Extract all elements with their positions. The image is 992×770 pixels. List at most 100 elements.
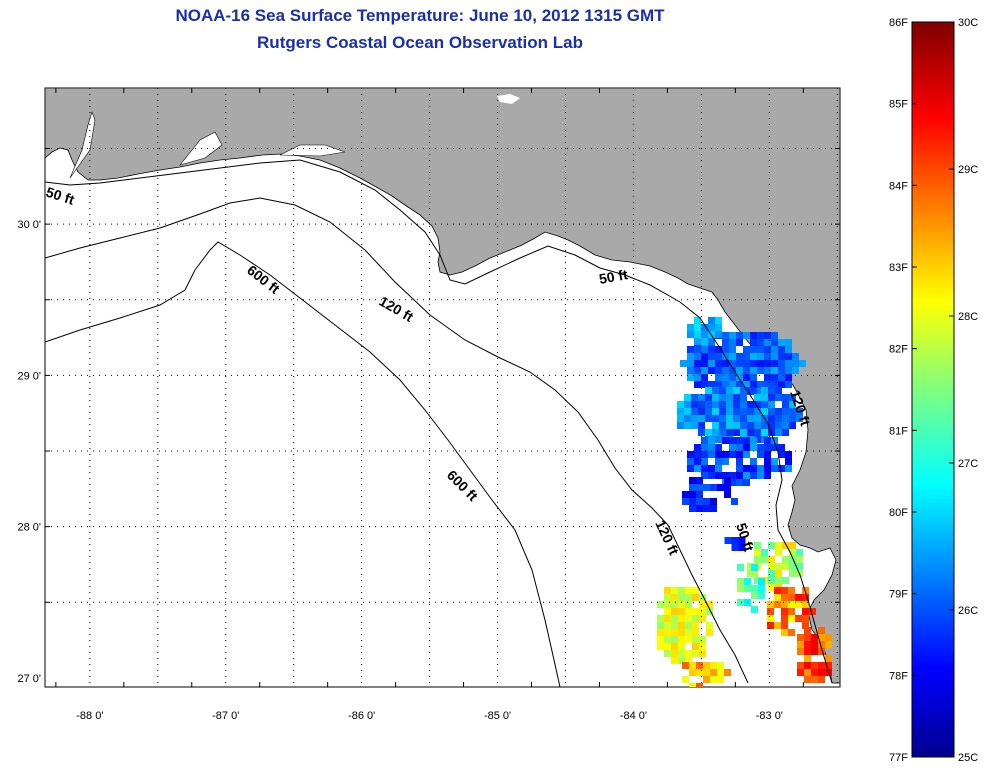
sst-pixel xyxy=(743,451,750,458)
sst-pixel xyxy=(736,332,743,339)
sst-pixel xyxy=(775,563,782,570)
sst-pixel xyxy=(689,498,696,505)
sst-pixel xyxy=(785,465,792,472)
sst-pixel xyxy=(751,571,758,578)
sst-pixel xyxy=(754,542,761,549)
sst-pixel xyxy=(774,601,781,608)
sst-pixel xyxy=(754,556,761,563)
sst-pixel xyxy=(671,650,678,657)
sst-pixel xyxy=(825,662,832,669)
sst-pixel xyxy=(781,594,788,601)
sst-pixel xyxy=(657,622,664,629)
colorbar-f-label: 82F xyxy=(889,344,908,356)
sst-pixel xyxy=(694,458,701,465)
sst-pixel xyxy=(664,643,671,650)
sst-pixel xyxy=(722,332,729,339)
sst-pixel xyxy=(684,408,691,415)
sst-pixel xyxy=(708,317,715,324)
sst-pixel xyxy=(715,353,722,360)
colorbar-c-label: 29C xyxy=(958,164,978,176)
sst-pixel xyxy=(703,498,710,505)
sst-pixel xyxy=(684,394,691,401)
sst-pixel xyxy=(781,587,788,594)
sst-pixel xyxy=(750,437,757,444)
sst-pixel xyxy=(664,587,671,594)
sst-pixel xyxy=(677,415,684,422)
sst-pixel xyxy=(771,374,778,381)
sst-pixel xyxy=(729,360,736,367)
sst-pixel xyxy=(692,629,699,636)
colorbar-c-label: 28C xyxy=(958,311,978,323)
sst-pixel xyxy=(692,608,699,615)
sst-pixel xyxy=(694,374,701,381)
lat-tick-label: 27 0' xyxy=(17,673,41,685)
sst-pixel xyxy=(785,451,792,458)
sst-pixel xyxy=(754,401,761,408)
sst-pixel xyxy=(717,662,724,669)
land-mass xyxy=(45,88,840,684)
sst-pixel xyxy=(691,394,698,401)
sst-pixel xyxy=(767,622,774,629)
sst-pixel xyxy=(715,346,722,353)
sst-pixel xyxy=(764,339,771,346)
sst-pixel xyxy=(767,615,774,622)
sst-pixel xyxy=(789,570,796,577)
sst-pixel xyxy=(804,641,811,648)
sst-pixel xyxy=(729,374,736,381)
sst-pixel xyxy=(747,563,754,570)
sst-pixel xyxy=(692,594,699,601)
sst-pixel xyxy=(687,324,694,331)
colorbar-f-label: 79F xyxy=(889,589,908,601)
sst-pixel xyxy=(802,587,809,594)
sst-pixel xyxy=(678,594,685,601)
sst-pixel xyxy=(743,360,750,367)
sst-pixel xyxy=(671,657,678,664)
sst-pixel xyxy=(768,542,775,549)
sst-pixel xyxy=(677,422,684,429)
sst-pixel xyxy=(736,353,743,360)
sst-pixel xyxy=(785,381,792,388)
sst-pixel xyxy=(782,401,789,408)
sst-pixel xyxy=(743,444,750,451)
sst-pixel xyxy=(694,324,701,331)
sst-pixel xyxy=(678,643,685,650)
sst-pixel xyxy=(724,491,731,498)
sst-pixel xyxy=(722,374,729,381)
sst-pixel xyxy=(705,408,712,415)
sst-pixel xyxy=(722,339,729,346)
sst-pixel xyxy=(731,537,739,544)
sst-pixel xyxy=(708,324,715,331)
sst-pixel xyxy=(685,650,692,657)
sst-pixel xyxy=(701,338,708,345)
sst-pixel xyxy=(696,491,703,498)
sst-pixel xyxy=(701,331,708,338)
sst-pixel xyxy=(796,408,803,415)
sst-pixel xyxy=(691,408,698,415)
lon-tick-label: -86 0' xyxy=(348,710,375,722)
colorbar-f-label: 77F xyxy=(889,752,908,764)
sst-pixel xyxy=(710,676,717,683)
sst-pixel xyxy=(757,465,764,472)
sst-pixel xyxy=(706,601,713,608)
sst-pixel xyxy=(733,387,740,394)
sst-pixel xyxy=(687,465,694,472)
contour-120ft xyxy=(45,197,749,684)
sst-pixel xyxy=(768,570,775,577)
sst-pixel xyxy=(767,601,774,608)
lat-tick-label: 28 0' xyxy=(17,522,41,534)
sst-pixel xyxy=(792,360,799,367)
sst-pixel xyxy=(737,585,744,592)
sst-pixel xyxy=(789,394,796,401)
sst-pixel xyxy=(698,429,705,436)
sst-pixel xyxy=(696,683,703,687)
sst-pixel xyxy=(729,339,736,346)
sst-pixel xyxy=(729,444,736,451)
sst-pixel xyxy=(825,634,832,641)
sst-pixel xyxy=(677,401,684,408)
sst-pixel xyxy=(757,388,764,395)
sst-pixel xyxy=(818,634,825,641)
sst-pixel xyxy=(781,601,788,608)
sst-pixel xyxy=(764,458,771,465)
sst-pixel xyxy=(701,381,708,388)
sst-pixel xyxy=(750,374,757,381)
